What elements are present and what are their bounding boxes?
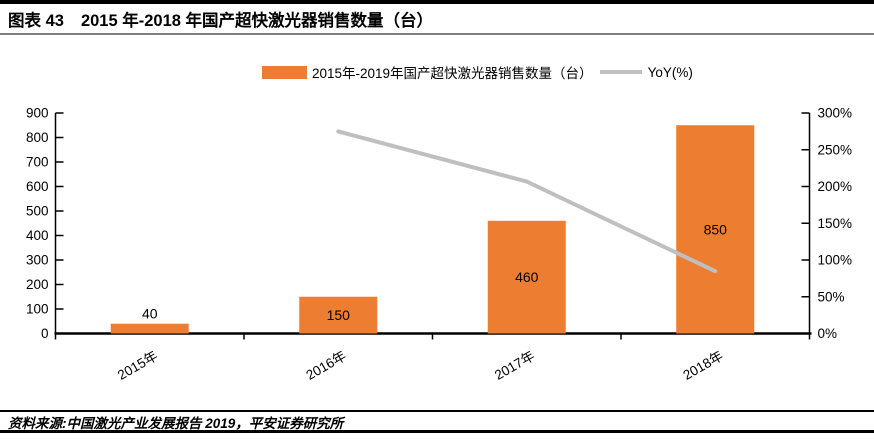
yoy-line — [336, 129, 718, 274]
bar-data-label: 460 — [515, 269, 539, 285]
line-series-swatch — [599, 70, 642, 74]
left-axis-tick-label: 800 — [26, 130, 49, 145]
left-axis-tick-label: 400 — [26, 228, 49, 243]
x-axis-category-label: 2017年 — [492, 348, 537, 383]
figure-title: 图表 43 2015 年-2018 年国产超快激光器销售数量（台） — [8, 7, 868, 31]
bar-data-label: 850 — [704, 221, 728, 237]
left-axis-tick-label: 0 — [41, 326, 49, 341]
left-axis-tick-label: 100 — [26, 302, 49, 317]
left-axis-tick-label: 500 — [26, 204, 49, 219]
right-axis-tick-label: 100% — [818, 253, 853, 268]
right-axis-tick-label: 200% — [818, 179, 853, 194]
bar-2016年 — [299, 296, 378, 334]
bar-2017年 — [487, 220, 566, 334]
left-axis-tick-label: 200 — [26, 277, 49, 292]
footer-top-rule — [0, 410, 874, 412]
bar-data-label: 150 — [327, 307, 351, 323]
figure-name: 2015 年-2018 年国产超快激光器销售数量（台） — [80, 12, 434, 30]
left-axis-tick-label: 900 — [26, 106, 49, 121]
figure-number: 图表 43 — [8, 12, 64, 30]
x-axis-category-label: 2018年 — [681, 348, 726, 383]
bar-series-label: 2015年-2019年国产超快激光器销售数量（台） — [312, 66, 593, 81]
footer-bottom-rule — [0, 430, 874, 433]
top-rule — [0, 0, 874, 4]
right-axis-tick-label: 250% — [818, 142, 853, 157]
left-axis-tick-label: 700 — [26, 155, 49, 170]
bar-2018年 — [676, 125, 755, 334]
bar-2015年 — [110, 323, 189, 334]
chart-legend: 2015年-2019年国产超快激光器销售数量（台） YoY(%) — [262, 63, 693, 81]
right-axis-tick-label: 150% — [818, 216, 853, 231]
line-series-label: YoY(%) — [647, 64, 693, 80]
title-rule — [0, 33, 874, 35]
right-axis-tick-label: 50% — [818, 289, 845, 304]
x-axis-category-label: 2016年 — [304, 348, 349, 383]
left-axis-tick-label: 300 — [26, 253, 49, 268]
left-axis-tick-label: 600 — [26, 179, 49, 194]
source-note: 资料来源:中国激光产业发展报告 2019，平安证券研究所 — [8, 416, 344, 431]
bar-data-label: 40 — [142, 306, 158, 322]
right-axis-tick-label: 0% — [818, 326, 838, 341]
bar-series-swatch — [262, 65, 307, 79]
x-axis-category-label: 2015年 — [115, 348, 160, 383]
right-axis-tick-label: 300% — [818, 106, 853, 121]
